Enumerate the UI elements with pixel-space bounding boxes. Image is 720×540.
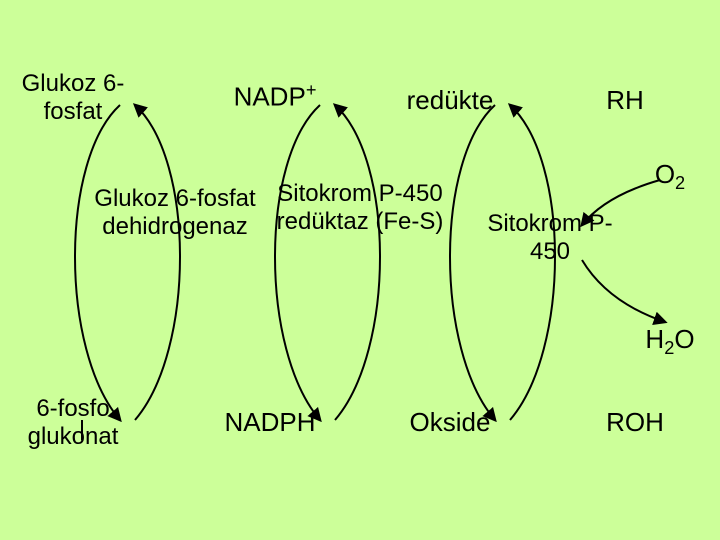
label-o2: O2 [640,160,700,194]
label-sitokrom-p450-reduktaz: Sitokrom P-450 redüktaz (Fe-S) [275,180,445,235]
label-glukoz-6-fosfat: Glukoz 6-fosfat [8,70,138,125]
arc-a2 [135,105,180,420]
arc-a3 [275,105,320,420]
arc-a4 [335,105,380,420]
label-g6p-dehidrogenaz: Glukoz 6-fosfat dehidrogenaz [90,185,260,240]
label-nadp-plus: NADP+ [220,80,330,113]
label-rh: RH [595,86,655,116]
label-h2o: H2O [630,325,710,359]
arc-a8 [582,260,665,322]
label-okside: Okside [395,408,505,438]
label-nadph: NADPH [215,408,325,438]
arc-a1 [75,105,120,420]
label-roh: ROH [595,408,675,438]
label-redukte: redükte [390,86,510,116]
label-sitokrom-p450: Sitokrom P-450 [480,210,620,265]
diagram-stage: Glukoz 6-fosfat NADP+ redükte RH Glukoz … [0,0,720,540]
label-6-fosfo-glukonat: 6-fosfo glukonat [8,395,138,450]
